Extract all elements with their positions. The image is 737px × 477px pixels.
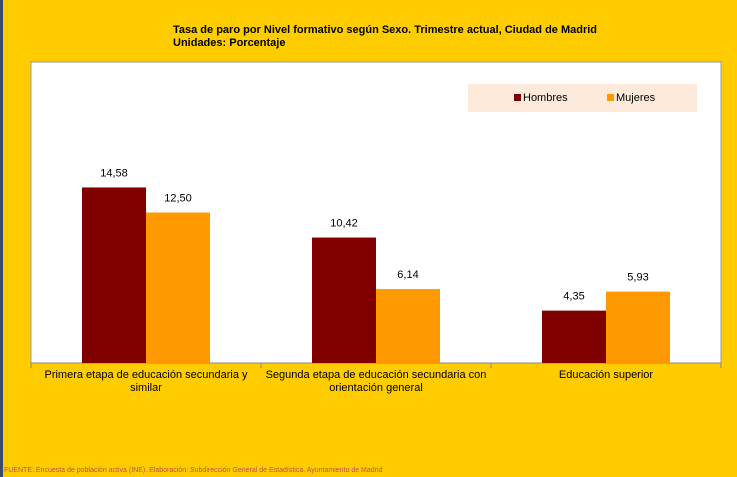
data-label: 14,58 [100,167,128,179]
x-tick-label-box: Educación superior [558,369,654,381]
x-tick-label: Educación superior [558,369,654,381]
chart-title: Tasa de paro por Nivel formativo según S… [173,24,597,36]
bar [606,291,670,363]
data-label: 6,14 [397,269,418,281]
chart-subtitle: Unidades: Porcentaje [173,37,285,49]
legend-swatch [514,94,521,101]
legend-box [468,84,697,112]
data-label: 4,35 [563,291,584,303]
bar [146,212,210,363]
x-tick-label-box: Segunda etapa de educación secundaria co… [265,369,487,394]
data-label: 10,42 [330,217,358,229]
bar [312,237,376,363]
x-tick-label-box: Primera etapa de educación secundaria y … [44,369,248,394]
left-edge [0,0,3,477]
data-label: 12,50 [164,192,192,204]
legend-swatch [607,94,614,101]
x-tick-label: Primera etapa de educación secundaria y … [44,369,248,394]
bar [376,289,440,363]
x-tick-label: Segunda etapa de educación secundaria co… [265,369,487,394]
legend-label: Mujeres [616,92,656,104]
bar [542,310,606,363]
legend-label: Hombres [523,92,568,104]
bar [82,187,146,363]
source-note: FUENTE: Encuesta de población activa (IN… [4,467,383,474]
data-label: 5,93 [627,272,648,284]
